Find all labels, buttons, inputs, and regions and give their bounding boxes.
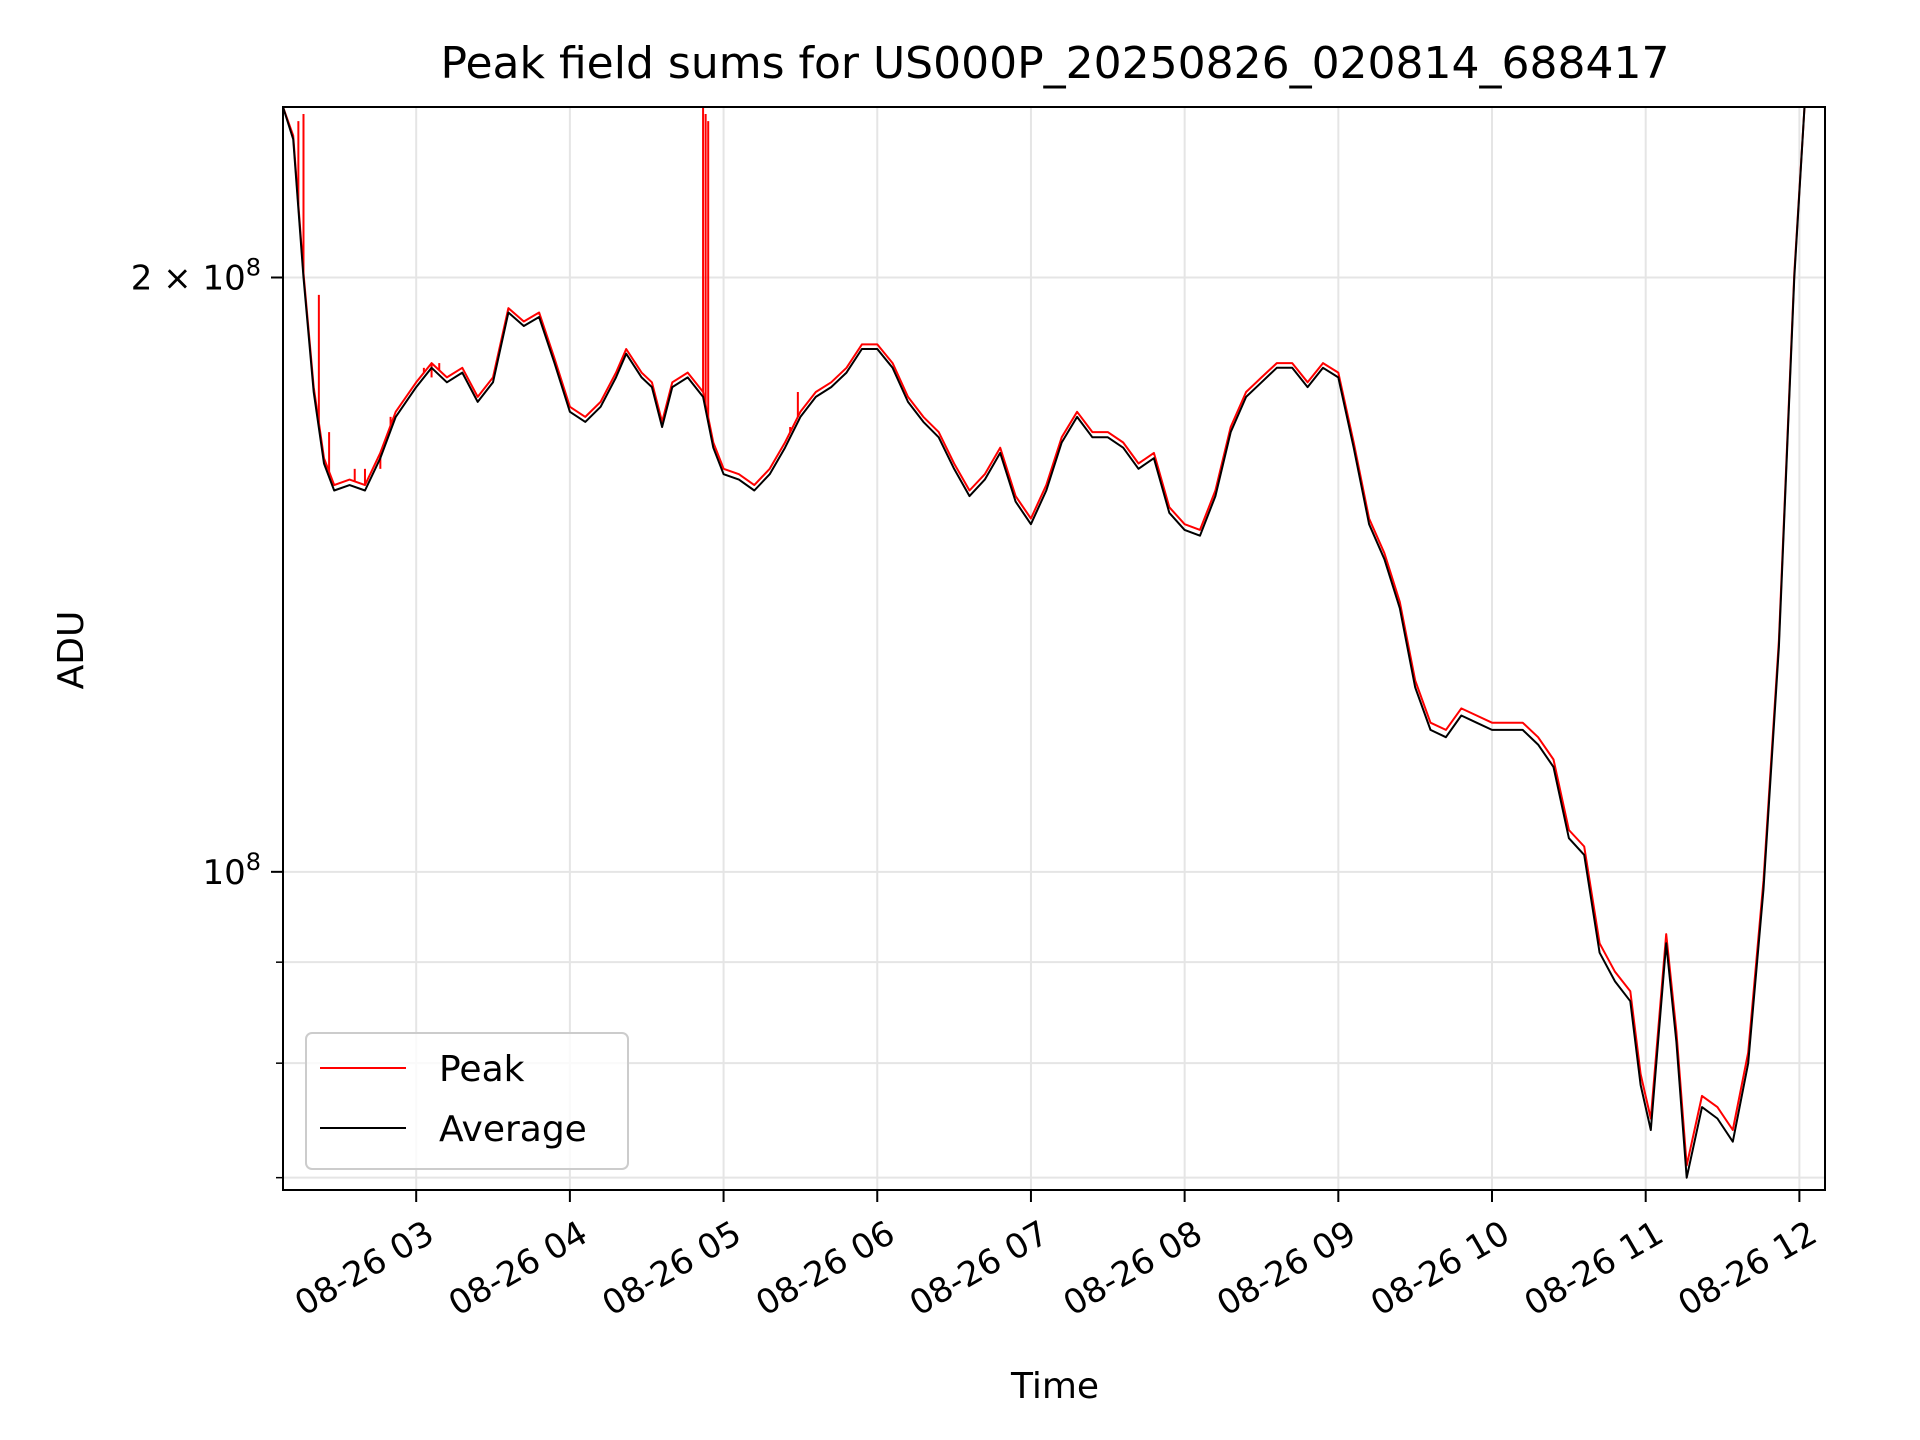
series-line-peak: [282, 106, 1806, 1167]
grid: [283, 107, 1825, 1190]
y-axis-ticks: 108 2 × 108: [131, 254, 283, 1179]
y-axis-label: ADU: [51, 611, 92, 690]
legend: Peak Average: [305, 1032, 629, 1170]
plot-lines: [282, 106, 1806, 1179]
y-tick-label: 2 × 108: [131, 254, 261, 299]
x-axis-label: Time: [1010, 1366, 1099, 1407]
legend-average-label: Average: [439, 1109, 587, 1150]
series-line-average: [282, 106, 1806, 1179]
plot-frame: [282, 106, 1826, 1191]
y-tick-label: 108: [202, 848, 261, 893]
legend-peak-label: Peak: [439, 1049, 525, 1090]
chart-title: Peak field sums for US000P_20250826_0208…: [441, 38, 1670, 89]
